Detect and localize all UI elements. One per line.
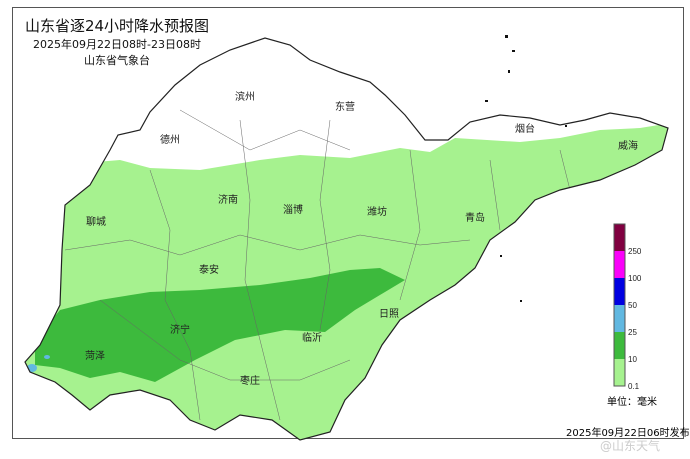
legend-border (613, 223, 626, 387)
legend-unit: 单位：毫米 (607, 397, 657, 408)
legend-swatch (614, 251, 625, 278)
islands (485, 35, 567, 302)
city-label: 济宁 (170, 323, 190, 336)
city-label: 青岛 (465, 211, 485, 224)
legend-swatch (614, 332, 625, 359)
legend-label: 250 (628, 247, 642, 256)
city-label: 临沂 (302, 331, 322, 344)
issue-time: 2025年09月22日06时发布 (566, 428, 690, 439)
city-label: 聊城 (86, 215, 106, 228)
legend: 0.1 10 25 50 100 250 (613, 223, 642, 391)
legend-label: 10 (628, 355, 637, 364)
city-label: 滨州 (235, 90, 255, 103)
legend-swatch (614, 224, 625, 251)
legend-swatch (614, 359, 625, 386)
issuer: 山东省气象台 (84, 54, 150, 67)
rain-area-moderate (35, 268, 405, 382)
legend-label: 50 (628, 301, 637, 310)
forecast-period: 2025年09月22日08时-23日08时 (33, 38, 201, 51)
legend-label: 100 (628, 274, 642, 283)
legend-label: 0.1 (628, 382, 640, 391)
city-label: 济南 (218, 193, 238, 206)
city-label: 淄博 (283, 203, 303, 216)
county-boundaries (64, 109, 571, 421)
city-label: 潍坊 (367, 205, 387, 218)
map-title: 山东省逐24小时降水预报图 (24, 17, 210, 35)
legend-label: 25 (628, 328, 637, 337)
city-label: 泰安 (199, 263, 219, 276)
watermark: @山东天气 (600, 439, 661, 453)
city-label: 烟台 (515, 122, 535, 135)
legend-swatch (614, 278, 625, 305)
map-frame (12, 7, 684, 439)
city-label: 菏泽 (85, 350, 105, 362)
city-label: 东营 (335, 100, 355, 113)
legend-swatch (614, 305, 625, 332)
city-label: 枣庄 (240, 374, 260, 387)
city-label: 德州 (160, 133, 180, 146)
city-label: 威海 (618, 139, 638, 152)
city-label: 日照 (379, 308, 399, 320)
rain-area-heavy (44, 355, 50, 359)
